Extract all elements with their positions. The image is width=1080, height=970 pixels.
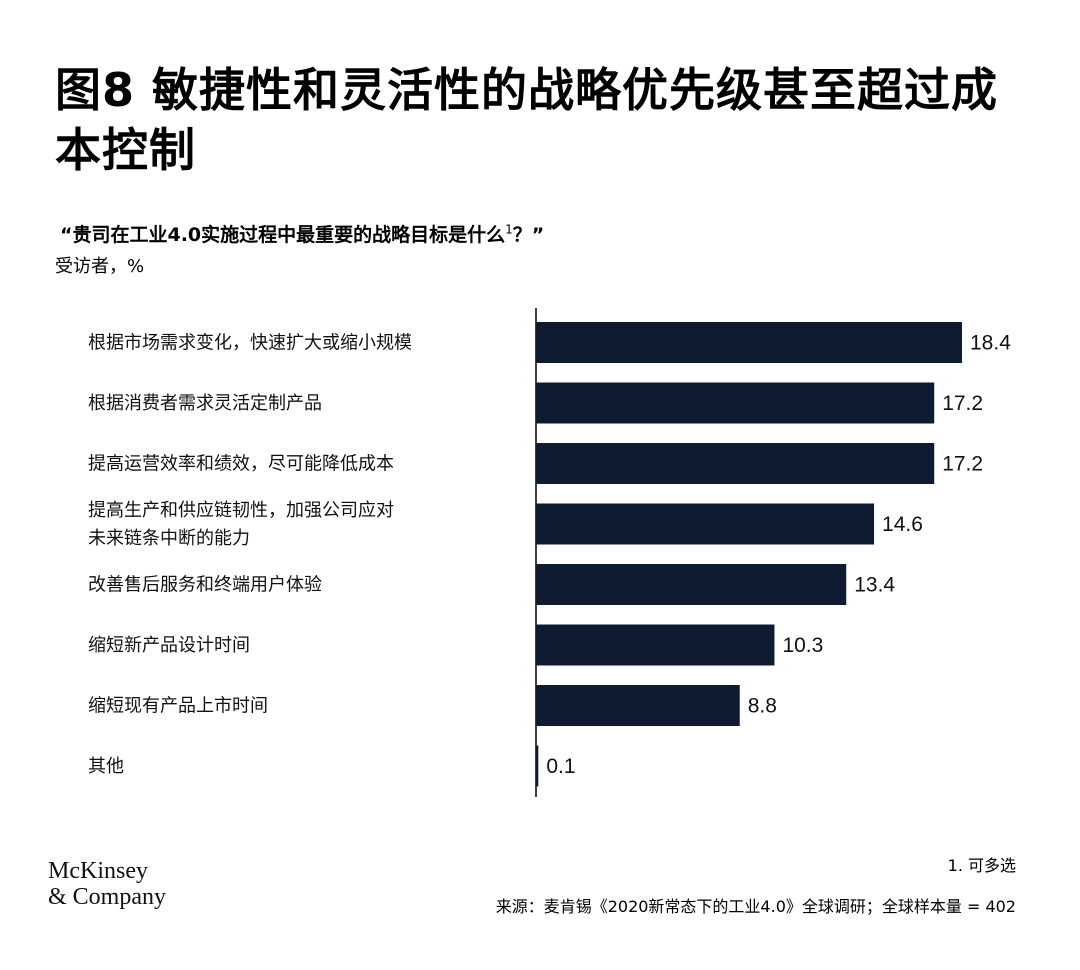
source-note: 来源：麦肯锡《2020新常态下的工业4.0》全球调研；全球样本量 = 402 bbox=[495, 897, 1016, 916]
footnote-marker: 1 bbox=[505, 222, 513, 237]
category-label: 根据市场需求变化，快速扩大或缩小规模 bbox=[88, 333, 412, 354]
bar bbox=[536, 745, 539, 787]
logo-line-2: & Company bbox=[48, 884, 166, 910]
value-label: 14.6 bbox=[882, 513, 923, 536]
bar bbox=[536, 503, 875, 545]
value-label: 17.2 bbox=[942, 453, 983, 476]
category-label: 改善售后服务和终端用户体验 bbox=[88, 575, 322, 596]
bar bbox=[536, 624, 775, 666]
survey-question: “贵司在工业4.0实施过程中最重要的战略目标是什么1？” bbox=[60, 220, 544, 247]
footnote: 1. 可多选 bbox=[947, 856, 1016, 875]
category-label: 缩短新产品设计时间 bbox=[88, 635, 250, 656]
category-label: 提高运营效率和绩效，尽可能降低成本 bbox=[88, 454, 394, 475]
value-label: 10.3 bbox=[782, 634, 823, 657]
bar-chart: 18.4 根据市场需求变化，快速扩大或缩小规模 17.2 根据消费者需求灵活定制产品 1… bbox=[88, 308, 1011, 797]
chart-title: 图8 敏捷性和灵活性的战略优先级甚至超过成本控制 bbox=[55, 63, 999, 177]
category-label: 提高生产和供应链韧性，加强公司应对未来链条中断的能力 bbox=[88, 500, 394, 549]
value-label: 0.1 bbox=[546, 755, 575, 778]
category-label: 根据消费者需求灵活定制产品 bbox=[88, 393, 322, 414]
bar bbox=[536, 322, 962, 363]
category-label: 其他 bbox=[88, 756, 124, 777]
bar bbox=[536, 685, 740, 726]
bar bbox=[536, 443, 935, 484]
question-text: “贵司在工业4.0实施过程中最重要的战略目标是什么 bbox=[60, 224, 506, 246]
bar bbox=[536, 382, 935, 424]
value-label: 18.4 bbox=[970, 332, 1011, 355]
unit-label: 受访者，% bbox=[55, 256, 145, 277]
bar bbox=[536, 564, 847, 605]
logo-line-1: McKinsey bbox=[48, 858, 148, 884]
value-label: 17.2 bbox=[942, 392, 983, 415]
value-label: 8.8 bbox=[748, 695, 777, 718]
category-label: 缩短现有产品上市时间 bbox=[88, 696, 268, 717]
mckinsey-logo: McKinsey & Company bbox=[48, 858, 166, 910]
question-end: ？” bbox=[512, 224, 545, 246]
value-label: 13.4 bbox=[854, 574, 895, 597]
